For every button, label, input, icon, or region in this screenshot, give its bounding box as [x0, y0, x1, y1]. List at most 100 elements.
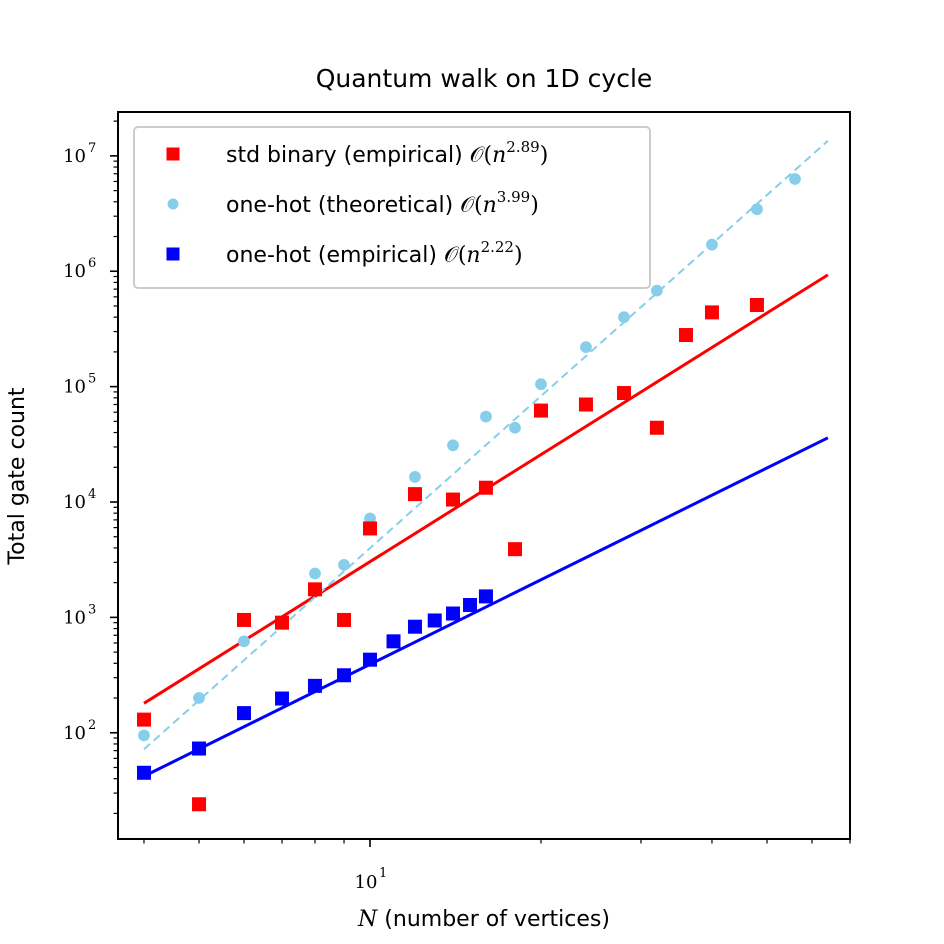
legend-close-paren: ): [514, 243, 523, 268]
y-tick-label-0: 10: [63, 723, 86, 744]
fit-line-2: [143, 436, 829, 778]
point-s1-14: [651, 284, 663, 297]
x-tick-label-0: 10: [355, 872, 378, 893]
x-axis-label: N (number of vertices): [357, 907, 610, 932]
point-s0-15: [678, 328, 693, 343]
point-s2-0: [136, 765, 151, 780]
chart-title: Quantum walk on 1D cycle: [316, 64, 653, 93]
plot-frame: [117, 111, 851, 840]
legend-marker-0: [166, 147, 180, 161]
x-axis-ticks: 10 1: [143, 839, 851, 893]
point-s0-16: [704, 305, 719, 320]
point-s0-8: [446, 492, 461, 507]
point-s1-7: [409, 471, 421, 483]
point-s2-1: [192, 741, 207, 756]
point-s2-2: [237, 706, 252, 721]
point-s0-4: [307, 582, 322, 597]
point-s1-4: [309, 567, 321, 580]
legend-exponent: 3.99: [497, 188, 530, 206]
legend-big-o: 𝒪(: [460, 193, 482, 218]
point-s1-1: [193, 692, 205, 704]
point-s0-11: [533, 403, 548, 418]
point-s2-5: [337, 668, 352, 683]
legend-exponent: 2.22: [481, 238, 514, 256]
point-s2-12: [478, 589, 493, 604]
point-s1-12: [580, 341, 592, 353]
x-axis-label-variable: N: [357, 907, 378, 932]
legend-label-0: std binary (empirical) 𝒪(n2.89): [226, 138, 548, 168]
y-tick-base: 10: [63, 261, 86, 282]
point-s0-1: [192, 797, 207, 812]
point-s1-16: [751, 203, 763, 216]
point-s1-13: [618, 311, 630, 324]
point-s2-3: [275, 691, 290, 706]
data-points: [136, 173, 801, 812]
point-s1-5: [338, 559, 350, 571]
point-s0-7: [407, 487, 422, 502]
point-s1-17: [789, 173, 801, 185]
point-s1-15: [706, 238, 718, 251]
legend: std binary (empirical) 𝒪(n2.89) one-hot (…: [133, 126, 651, 289]
point-s2-10: [446, 606, 461, 621]
y-tick-label-2: 10: [63, 492, 86, 513]
legend-series-name: one-hot (theoretical): [226, 193, 460, 218]
legend-close-paren: ): [540, 143, 549, 168]
x-tick-exponent-0: 1: [379, 866, 387, 881]
point-s2-4: [307, 678, 322, 693]
point-s0-6: [363, 521, 378, 536]
legend-big-o: 𝒪(: [444, 243, 466, 268]
fit-line-1: [143, 140, 829, 750]
y-tick-base: 10: [63, 146, 86, 167]
legend-label-1: one-hot (theoretical) 𝒪(n3.99): [226, 188, 539, 218]
point-s2-6: [363, 652, 378, 667]
point-s0-13: [616, 386, 631, 401]
legend-n: n: [466, 243, 480, 268]
y-tick-base: 10: [63, 607, 86, 628]
point-s1-0: [138, 729, 150, 742]
legend-big-o: 𝒪(: [470, 143, 492, 168]
point-s1-8: [447, 439, 459, 452]
y-tick-label-5: 10: [63, 146, 86, 167]
y-tick-label-3: 10: [63, 377, 86, 398]
y-tick-base: 10: [63, 492, 86, 513]
legend-series-name: std binary (empirical): [226, 143, 470, 168]
point-s2-7: [386, 634, 401, 649]
legend-marker-1: [167, 198, 179, 210]
point-s0-5: [337, 612, 352, 627]
point-s1-9: [480, 410, 492, 423]
legend-box: [133, 126, 651, 289]
y-tick-base: 10: [63, 377, 86, 398]
y-tick-exponent-5: 7: [88, 141, 96, 156]
point-s1-11: [535, 378, 547, 391]
point-s0-10: [507, 542, 522, 557]
y-tick-exponent-4: 6: [88, 256, 96, 271]
point-s2-8: [407, 619, 422, 634]
point-s0-12: [578, 397, 593, 412]
point-s2-11: [463, 598, 478, 613]
y-tick-exponent-0: 2: [88, 718, 96, 733]
point-s0-17: [749, 297, 764, 312]
point-s0-3: [275, 615, 290, 630]
y-tick-base: 10: [63, 723, 86, 744]
legend-n: n: [483, 193, 497, 218]
point-s0-9: [478, 480, 493, 495]
y-tick-exponent-3: 5: [88, 372, 96, 387]
point-s1-2: [238, 635, 250, 648]
y-tick-exponent-2: 4: [88, 487, 96, 502]
point-s0-2: [237, 612, 252, 627]
point-s0-0: [136, 712, 151, 727]
legend-label-2: one-hot (empirical) 𝒪(n2.22): [226, 238, 523, 268]
y-axis-label: Total gate count: [5, 387, 30, 565]
legend-n: n: [492, 143, 506, 168]
y-tick-label-4: 10: [63, 261, 86, 282]
point-s2-9: [427, 613, 442, 628]
x-axis-label-text: (number of vertices): [377, 907, 610, 932]
legend-close-paren: ): [530, 193, 539, 218]
point-s0-14: [649, 420, 664, 435]
y-tick-label-1: 10: [63, 607, 86, 628]
point-s1-10: [509, 421, 521, 434]
point-s1-6: [364, 512, 376, 525]
y-tick-exponent-1: 3: [88, 602, 96, 617]
